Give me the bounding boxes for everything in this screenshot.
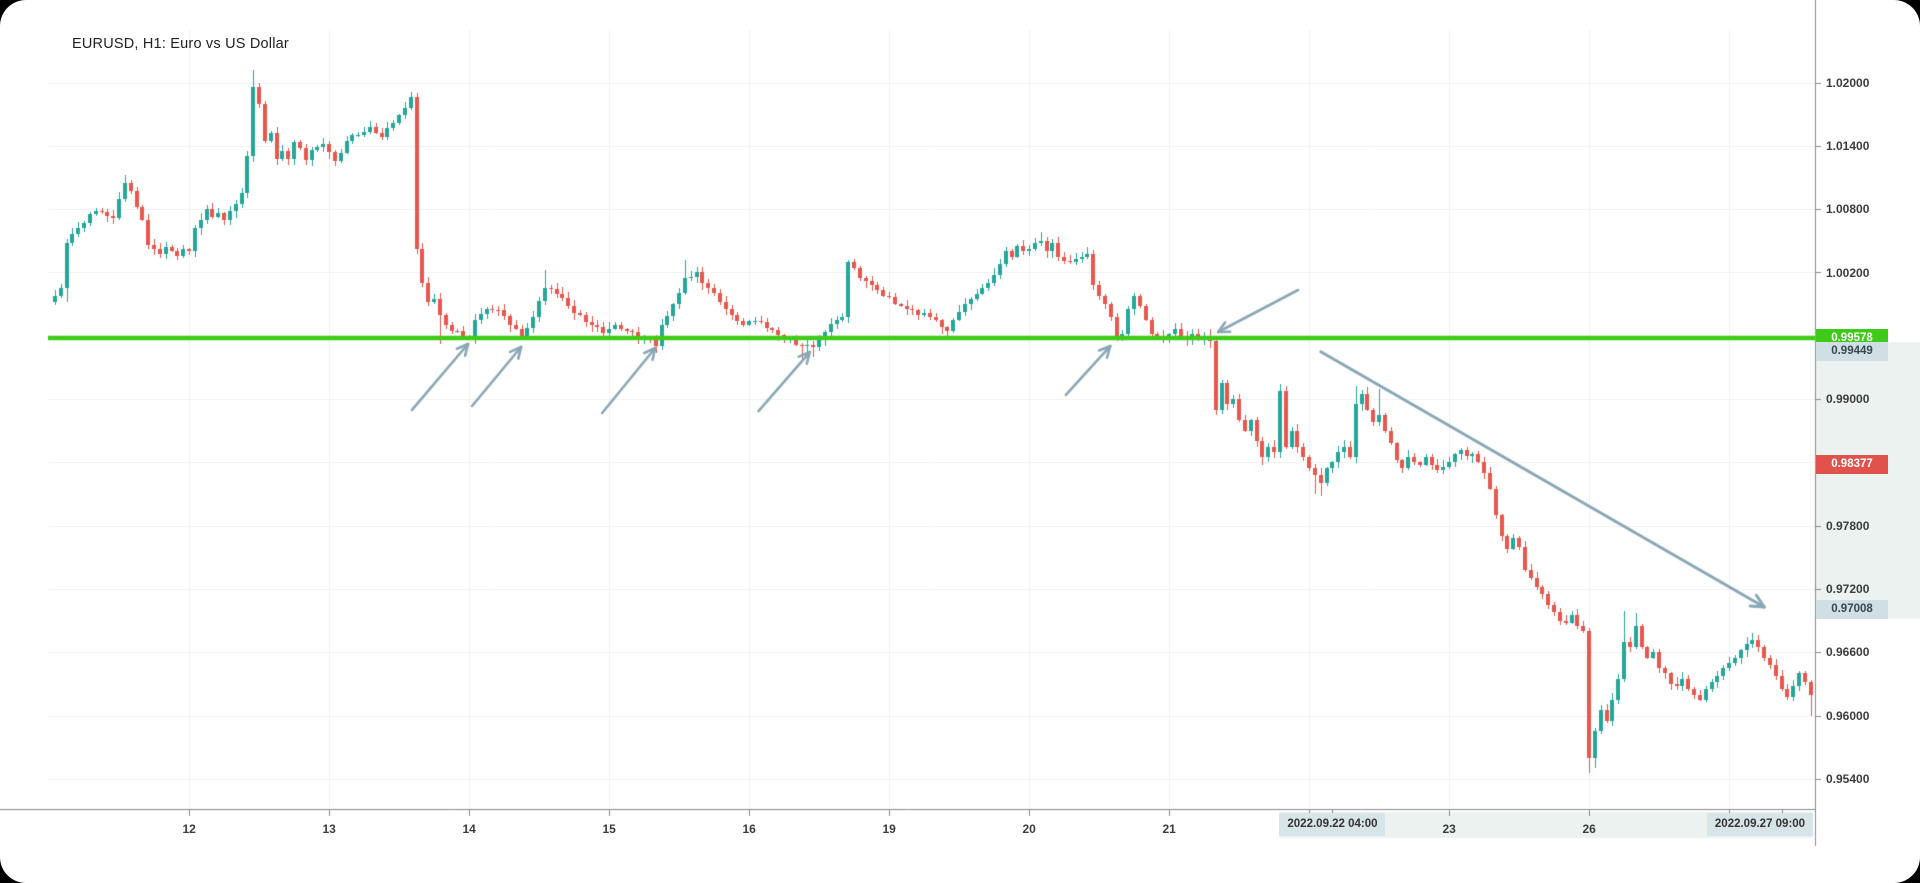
time-tick-label: 21 [1162, 822, 1176, 836]
time-tick-label: 20 [1022, 822, 1036, 836]
time-tick-label: 12 [182, 822, 196, 836]
price-axis[interactable]: 0.99578 0.99449 0.98377 0.97008 1.02000 1… [1815, 0, 1920, 846]
time-tick-label: 16 [742, 822, 756, 836]
time-tick-label: 23 [1442, 822, 1456, 836]
time-tick-label: 15 [602, 822, 616, 836]
chart-title: EURUSD, H1: Euro vs US Dollar [72, 36, 289, 52]
price-tick-label: 1.00200 [1826, 265, 1870, 280]
time-tick-label: 14 [462, 822, 476, 836]
price-tick-label: 1.02000 [1826, 75, 1870, 90]
time-tick-label: 26 [1582, 822, 1596, 836]
price-tick-label: 0.95400 [1826, 771, 1870, 786]
price-tick-label: 0.96000 [1826, 708, 1870, 723]
time-tick-label: 19 [882, 822, 896, 836]
selection-end-time-label: 2022.09.27 09:00 [1707, 813, 1813, 836]
price-tick-label: 0.99000 [1826, 392, 1870, 407]
selection-end-price-label: 0.97008 [1816, 599, 1888, 619]
price-tick-label: 1.00800 [1826, 202, 1870, 217]
time-axis[interactable]: 2022.09.22 04:00 2022.09.27 09:00 12 13 14… [0, 808, 1815, 848]
price-tick-label: 0.96600 [1826, 645, 1870, 660]
price-tick-label: 0.97800 [1826, 518, 1870, 533]
selection-start-price-label: 0.99449 [1816, 342, 1888, 362]
price-tick-label: 0.97200 [1826, 582, 1870, 596]
price-tick-label: 1.01400 [1826, 138, 1870, 153]
time-tick-label: 13 [322, 822, 336, 836]
selection-start-time-label: 2022.09.22 04:00 [1279, 813, 1386, 836]
bid-price-label: 0.98377 [1816, 455, 1888, 475]
